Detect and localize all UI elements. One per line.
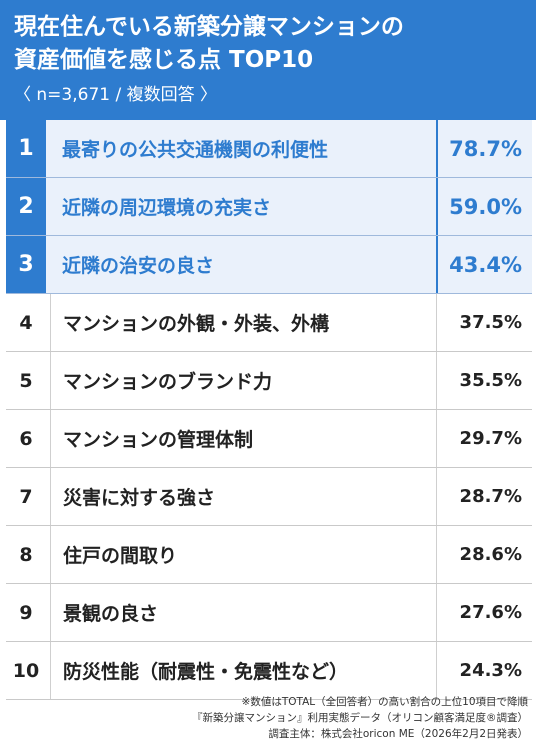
item-label: 景観の良さ bbox=[50, 584, 430, 641]
footnote-line-1: ※数値はTOTAL（全回答者）の高い割合の上位10項目で降順 bbox=[241, 696, 528, 708]
table-row: 3 近隣の治安の良さ 43.4% bbox=[6, 236, 532, 294]
footnotes: ※数値はTOTAL（全回答者）の高い割合の上位10項目で降順 『新築分譲マンショ… bbox=[192, 694, 528, 742]
rank-cell: 4 bbox=[19, 311, 33, 334]
percent-value: 29.7% bbox=[436, 410, 532, 467]
percent-value: 78.7% bbox=[436, 120, 532, 177]
rank-cell: 2 bbox=[6, 178, 46, 235]
rank-cell: 1 bbox=[6, 120, 46, 177]
item-label: マンションの外観・外装、外構 bbox=[50, 294, 430, 351]
table-row: 7 災害に対する強さ 28.7% bbox=[6, 468, 532, 526]
rank-cell: 7 bbox=[19, 485, 33, 508]
rank-cell: 8 bbox=[19, 543, 33, 566]
item-label: 最寄りの公共交通機関の利便性 bbox=[62, 139, 329, 161]
item-label: 近隣の周辺環境の充実さ bbox=[62, 197, 272, 219]
title-line-1: 現在住んでいる新築分譲マンションの bbox=[14, 14, 404, 40]
table-row: 8 住戸の間取り 28.6% bbox=[6, 526, 532, 584]
percent-value: 28.7% bbox=[436, 468, 532, 525]
footnote-line-3: 調査主体：株式会社oricon ME（2026年2月2日発表） bbox=[268, 728, 528, 740]
rank-cell: 5 bbox=[19, 369, 33, 392]
table-row: 6 マンションの管理体制 29.7% bbox=[6, 410, 532, 468]
item-label: マンションのブランド力 bbox=[50, 352, 430, 409]
rank-cell: 6 bbox=[19, 427, 33, 450]
item-label: 近隣の治安の良さ bbox=[62, 255, 215, 277]
header-banner: 現在住んでいる新築分譲マンションの 資産価値を感じる点 TOP10 〈 n=3,… bbox=[0, 0, 536, 120]
table-row: 1 最寄りの公共交通機関の利便性 78.7% bbox=[6, 120, 532, 178]
title-line-2: 資産価値を感じる点 TOP10 bbox=[14, 47, 314, 73]
rank-cell: 10 bbox=[12, 659, 40, 682]
percent-value: 35.5% bbox=[436, 352, 532, 409]
item-label: 災害に対する強さ bbox=[50, 468, 430, 525]
percent-value: 59.0% bbox=[436, 178, 532, 235]
table-row: 2 近隣の周辺環境の充実さ 59.0% bbox=[6, 178, 532, 236]
percent-value: 27.6% bbox=[436, 584, 532, 641]
table-row: 9 景観の良さ 27.6% bbox=[6, 584, 532, 642]
item-label: 防災性能（耐震性・免震性など） bbox=[50, 642, 430, 699]
table-row: 10 防災性能（耐震性・免震性など） 24.3% bbox=[6, 642, 532, 700]
percent-value: 24.3% bbox=[436, 642, 532, 699]
ranking-table: 1 最寄りの公共交通機関の利便性 78.7% 2 近隣の周辺環境の充実さ 59.0% 3 近隣… bbox=[6, 118, 532, 700]
item-label: 住戸の間取り bbox=[50, 526, 430, 583]
percent-value: 37.5% bbox=[436, 294, 532, 351]
rank-cell: 9 bbox=[19, 601, 33, 624]
percent-value: 28.6% bbox=[436, 526, 532, 583]
item-label: マンションの管理体制 bbox=[50, 410, 430, 467]
table-row: 5 マンションのブランド力 35.5% bbox=[6, 352, 532, 410]
percent-value: 43.4% bbox=[436, 236, 532, 293]
sample-size-subtitle: 〈 n=3,671 / 複数回答 〉 bbox=[14, 85, 218, 105]
footnote-line-2: 『新築分譲マンション』利用実態データ（オリコン顧客満足度®調査） bbox=[192, 712, 528, 724]
rank-cell: 3 bbox=[6, 236, 46, 293]
table-row: 4 マンションの外観・外装、外構 37.5% bbox=[6, 294, 532, 352]
